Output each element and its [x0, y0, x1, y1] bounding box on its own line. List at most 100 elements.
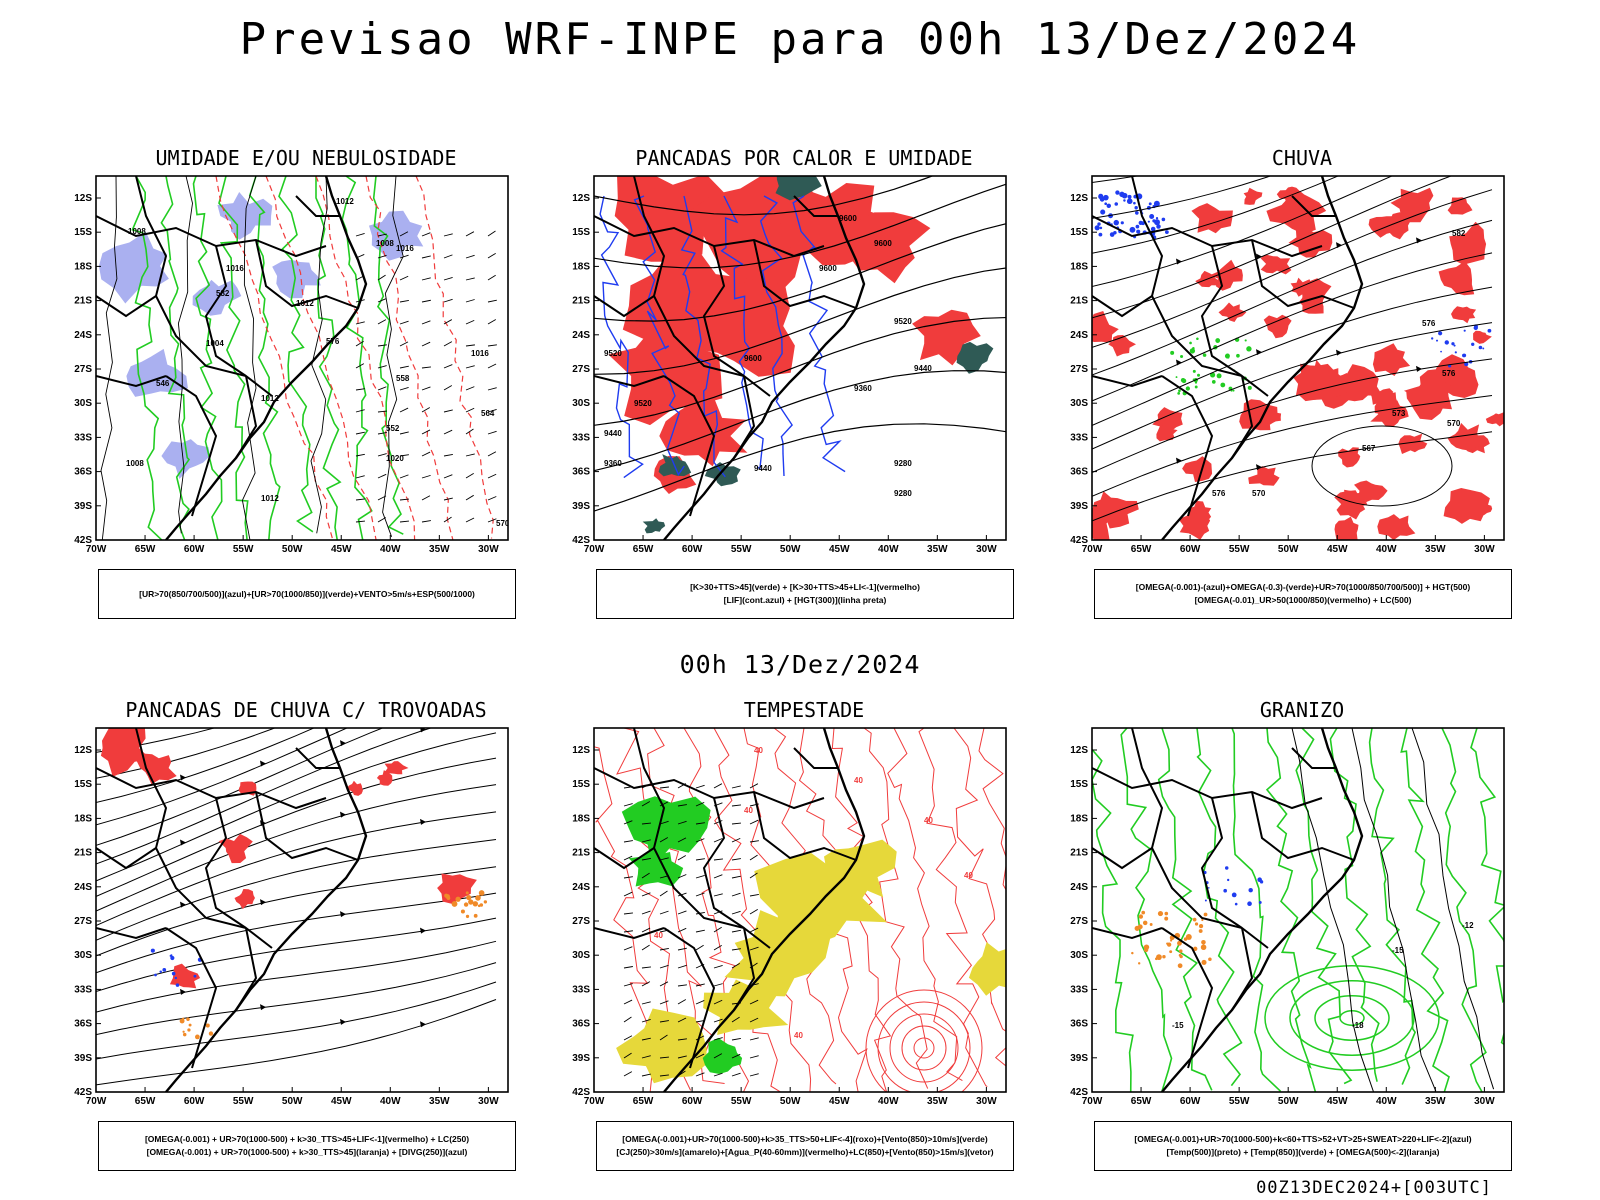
wind-vector	[487, 430, 497, 435]
storm-contour	[647, 728, 725, 1084]
lon-tick-label: 45W	[1327, 544, 1348, 555]
lat-tick-label: 39S	[1070, 501, 1088, 512]
wind-vector	[695, 1072, 705, 1077]
lon-tick-label: 60W	[682, 1096, 703, 1107]
state-border	[1251, 239, 1355, 309]
wind-vector	[487, 387, 497, 391]
cyclone-contour	[1264, 965, 1440, 1071]
rain-red-area	[1191, 203, 1233, 234]
temp850-contour	[1441, 728, 1487, 1092]
wind-vector	[399, 365, 409, 369]
contour-label: 1012	[296, 299, 314, 308]
wind-vector	[421, 320, 431, 325]
precip-cell	[1231, 892, 1237, 898]
wind-vector	[421, 495, 431, 501]
precip-cell	[1161, 217, 1166, 222]
wind-vector	[641, 981, 651, 987]
streamline-arrow	[260, 899, 266, 906]
wind-vector	[677, 892, 687, 897]
wind-vector	[465, 254, 475, 259]
coastline	[663, 728, 866, 1092]
lon-tick-label: 55W	[731, 544, 752, 555]
streamline	[96, 757, 497, 897]
wind-vector	[421, 341, 431, 347]
storm-red-area	[346, 780, 363, 796]
wind-vector	[749, 894, 759, 897]
isobar	[382, 176, 404, 537]
lon-tick-label: 55W	[731, 1096, 752, 1107]
precip-cell	[1135, 211, 1139, 215]
wind-vector	[623, 983, 633, 987]
lat-tick-label: 15S	[1070, 227, 1088, 238]
precip-cell	[150, 948, 155, 953]
wind-vector	[749, 872, 758, 879]
thickness-contour	[265, 176, 377, 540]
storm-contour	[683, 728, 750, 1092]
lon-tick-label: 40W	[1376, 544, 1397, 555]
wind-vector	[465, 386, 475, 391]
contour-label: 546	[156, 379, 170, 388]
contour-label: 1008	[376, 239, 394, 248]
streamline	[1092, 176, 1453, 319]
precip-cell	[1170, 350, 1175, 355]
streamline	[1092, 176, 1340, 254]
contour-label: 1008	[128, 227, 146, 236]
precip-cell	[1436, 339, 1439, 342]
contour-label: 567	[1362, 444, 1376, 453]
precip-cell	[1220, 382, 1226, 388]
panel-title-pancadas-calor: PANCADAS POR CALOR E UMIDADE	[635, 146, 973, 170]
wind-vector	[659, 837, 669, 843]
wind-vector	[399, 231, 409, 237]
precip-cell	[1097, 222, 1101, 226]
convection-red-area	[659, 399, 748, 467]
map-panel-pancadas-calor: 9600 9600 9600 9600 9520 9520 9520 9440 9440 9360…	[564, 175, 1024, 566]
wind-vector	[749, 946, 759, 951]
contour-label: -15	[1392, 946, 1404, 955]
streamline-arrow	[340, 740, 346, 747]
precip-cell	[1120, 221, 1124, 225]
temp850-contour	[1157, 728, 1213, 1091]
wind-vector	[443, 319, 453, 325]
coastline	[1161, 176, 1364, 540]
lat-tick-label: 39S	[572, 1053, 590, 1064]
precip-cell	[1094, 225, 1100, 231]
lon-tick-label: 60W	[184, 1096, 205, 1107]
contour-label: 1016	[471, 349, 489, 358]
lat-tick-label: 42S	[74, 535, 92, 546]
rain-red-area	[1266, 190, 1327, 235]
legend-line: [CJ(250)>30m/s](amarelo)+[Agua_P(40-60mm…	[616, 1147, 994, 1157]
precip-cell	[1177, 391, 1181, 395]
lat-tick-label: 39S	[74, 501, 92, 512]
cyclone-contour	[913, 1037, 935, 1059]
wind-vector	[623, 803, 633, 807]
wind-vector	[749, 1017, 759, 1023]
wind-vector	[487, 252, 496, 259]
lon-tick-label: 40W	[1376, 1096, 1397, 1107]
legend-line: [OMEGA(-0.001)+UR>70(1000-500)+k<60+TTS>…	[1134, 1134, 1472, 1144]
precip-cell	[483, 900, 488, 904]
wind-vector	[421, 277, 431, 281]
isobar	[100, 176, 118, 540]
streamline-arrow	[1416, 237, 1422, 244]
state-border	[135, 728, 273, 949]
rain-red-area	[1390, 187, 1434, 223]
streamline-arrow	[340, 1018, 346, 1025]
wind-vector	[377, 410, 387, 413]
wind-vector	[377, 344, 387, 347]
wind-vector	[731, 948, 741, 951]
wind-vector	[465, 428, 474, 435]
lat-tick-label: 39S	[74, 1053, 92, 1064]
lon-tick-label: 70W	[1082, 1096, 1103, 1107]
lat-tick-label: 12S	[1070, 193, 1088, 204]
precip-cell	[1247, 901, 1252, 907]
streamline	[96, 866, 497, 958]
precip-cell	[1156, 224, 1161, 229]
contour-label: 576	[326, 337, 340, 346]
lon-tick-label: 50W	[282, 544, 303, 555]
wind-vector	[623, 912, 633, 915]
lon-tick-label: 70W	[584, 1096, 605, 1107]
wind-vector	[421, 520, 431, 523]
wind-vector	[623, 876, 633, 879]
precip-cell	[1211, 380, 1216, 384]
wind-vector	[713, 1037, 723, 1041]
